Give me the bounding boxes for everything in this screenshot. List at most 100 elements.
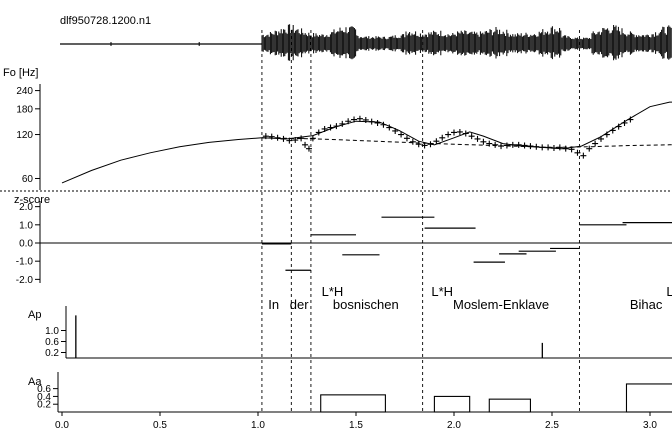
zscore-ytick-2.0-label: 2.0 [19, 202, 33, 213]
f0-measured-point-12 [327, 124, 334, 131]
aa-ytick-0.4-label: 0.4 [37, 392, 51, 403]
zscore-ytick-0.0-label: 0.0 [19, 239, 33, 250]
f0-measured-point-41 [498, 143, 505, 150]
f0-measured-point-39 [486, 140, 493, 147]
tone-label-1: L*H [431, 284, 453, 299]
aa-command-box-1 [433, 395, 471, 413]
f0-measured-point-63 [627, 116, 634, 123]
f0-measured-point-1 [268, 133, 275, 140]
f0-measured-point-32 [445, 131, 452, 138]
ap-axis-label: Ap [28, 309, 41, 321]
f0-ytick-240-label: 240 [16, 86, 33, 97]
f0-measured-point-53 [568, 146, 575, 153]
f0-measured-point-20 [374, 119, 381, 126]
x-tick-label-3.0: 3.0 [643, 420, 657, 431]
f0-measured-point-62 [621, 119, 628, 126]
f0-ytick-120-label: 120 [16, 130, 33, 141]
zscore-ytick--1.0-label: -1.0 [16, 257, 34, 268]
aa-command-box-3 [625, 383, 672, 413]
f0-measured-point-50 [550, 145, 557, 152]
f0-measured-point-10 [315, 129, 322, 136]
aa-command-box-2 [488, 398, 531, 413]
file-id-label: dlf950728.1200.n1 [60, 15, 151, 27]
f0-measured-point-40 [492, 141, 499, 148]
f0-measured-point-48 [539, 144, 546, 151]
f0-measured-point-23 [392, 127, 399, 134]
f0-measured-point-17 [356, 115, 363, 122]
f0-measured-point-37 [474, 135, 481, 142]
f0-measured-point-42 [503, 142, 510, 149]
f0-measured-point-59 [603, 131, 610, 138]
f0-measured-point-24 [398, 131, 405, 138]
f0-measured-point-11 [321, 125, 328, 132]
ap-ytick-1.0-label: 1.0 [45, 326, 59, 337]
x-tick-label-2.5: 2.5 [545, 420, 559, 431]
zscore-axis-label: z-score [14, 194, 50, 206]
f0-measured-point-7 [302, 141, 309, 148]
x-tick-label-2.0: 2.0 [447, 420, 461, 431]
tone-label-0: L*H [322, 284, 344, 299]
f0-measured-point-0 [262, 133, 269, 140]
f0-measured-point-25 [403, 135, 410, 142]
f0-measured-point-30 [433, 138, 440, 145]
f0-measured-point-47 [533, 143, 540, 150]
f0-measured-point-49 [545, 144, 552, 151]
chart-marks: 60120180240-2.0-1.00.01.02.00.20.61.00.2… [0, 24, 672, 431]
f0-measured-point-14 [339, 120, 346, 127]
f0-measured-point-46 [527, 143, 534, 150]
f0-ytick-180-label: 180 [16, 104, 33, 115]
x-tick-label-1.0: 1.0 [251, 420, 265, 431]
word-label-der: der [290, 297, 309, 312]
f0-measured-point-35 [462, 130, 469, 137]
f0-measured-point-61 [615, 123, 622, 130]
f0-measured-point-34 [456, 128, 463, 135]
f0-measured-point-22 [386, 124, 393, 131]
f0-measured-point-56 [586, 145, 593, 152]
f0-measured-point-31 [439, 134, 446, 141]
ap-ytick-0.6-label: 0.6 [45, 337, 59, 348]
word-label-bihac: Bihac [630, 297, 663, 312]
ap-ytick-0.2-label: 0.2 [45, 348, 59, 359]
f0-measured-point-52 [562, 145, 569, 152]
aa-command-box-0 [320, 394, 386, 413]
f0-measured-point-36 [468, 133, 475, 140]
f0-measured-point-27 [415, 141, 422, 148]
zscore-ytick--2.0-label: -2.0 [16, 275, 34, 286]
f0-ytick-60-label: 60 [22, 174, 34, 185]
speech-waveform [261, 24, 672, 61]
f0-baseline-contour [261, 137, 672, 148]
f0-measured-point-6 [298, 135, 305, 142]
f0-measured-point-3 [280, 135, 287, 142]
f0-axis-label: Fo [Hz] [3, 67, 38, 79]
f0-measured-point-15 [345, 118, 352, 125]
aa-ytick-0.6-label: 0.6 [37, 384, 51, 395]
tone-label-2: L*H- [666, 284, 672, 299]
x-tick-label-0.5: 0.5 [153, 420, 167, 431]
f0-measured-point-43 [509, 141, 516, 148]
f0-measured-point-5 [292, 137, 299, 144]
f0-measured-point-13 [333, 123, 340, 130]
f0-measured-point-26 [409, 138, 416, 145]
f0-measured-point-33 [451, 129, 457, 136]
f0-measured-point-58 [598, 135, 604, 142]
f0-measured-point-44 [515, 141, 522, 148]
x-tick-label-1.5: 1.5 [349, 420, 363, 431]
word-label-moslem-enklave: Moslem-Enklave [453, 297, 549, 312]
aa-axis-label: Aa [28, 376, 42, 388]
f0-measured-point-2 [274, 134, 281, 141]
f0-measured-point-38 [480, 138, 487, 145]
f0-measured-point-55 [580, 152, 587, 159]
word-label-in: In [268, 297, 279, 312]
f0-measured-point-45 [521, 142, 528, 149]
f0-measured-point-51 [556, 144, 563, 151]
f0-model-contour [61, 101, 672, 184]
f0-measured-point-29 [427, 141, 434, 148]
x-tick-label-0.0: 0.0 [55, 420, 69, 431]
f0-measured-point-21 [380, 121, 387, 128]
word-label-bosnischen: bosnischen [333, 297, 399, 312]
f0-measured-point-60 [609, 127, 616, 134]
f0-measured-point-57 [592, 140, 599, 147]
f0-measured-point-19 [368, 118, 375, 125]
zscore-ytick-1.0-label: 1.0 [19, 220, 33, 231]
